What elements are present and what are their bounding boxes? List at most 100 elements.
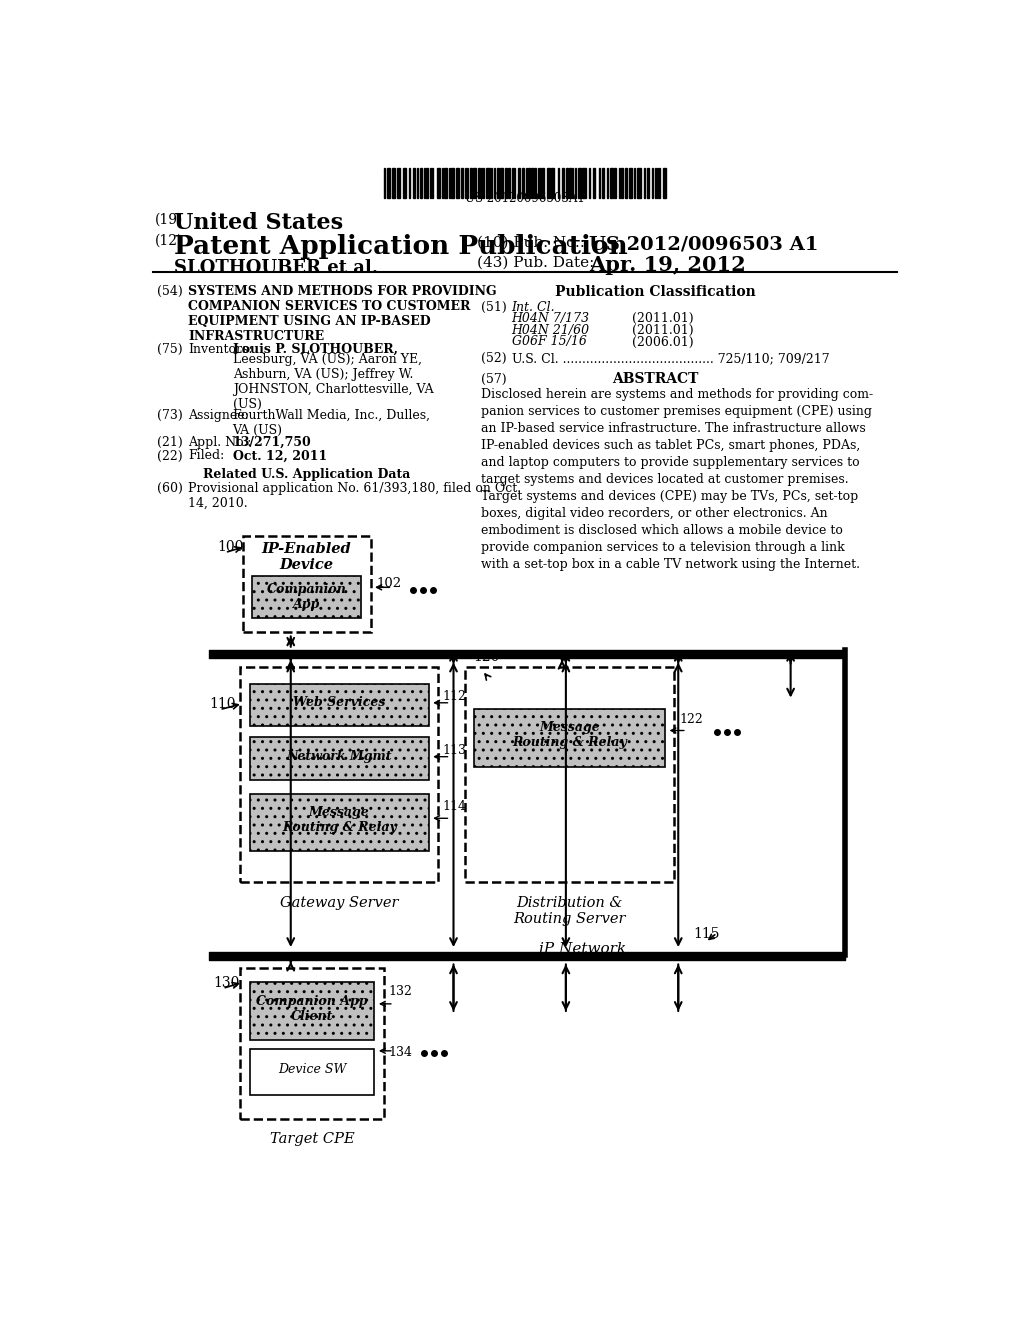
Text: 120: 120 [473, 649, 500, 664]
Text: (2011.01): (2011.01) [632, 323, 693, 337]
Bar [613, 168, 615, 198]
Bar [574, 168, 575, 198]
Bar [417, 168, 418, 198]
Text: 132: 132 [388, 985, 413, 998]
Bar [409, 168, 410, 198]
Bar [607, 168, 608, 198]
Text: 114: 114 [442, 800, 467, 813]
Bar [599, 168, 600, 198]
Bar [384, 168, 385, 198]
Bar [250, 1049, 375, 1096]
Bar [451, 168, 454, 198]
Bar [250, 738, 429, 780]
Bar [647, 168, 649, 198]
Text: Louis P. SLOTHOUBER,: Louis P. SLOTHOUBER, [232, 343, 397, 356]
Bar [551, 168, 554, 198]
Text: Leesburg, VA (US); Aaron YE,
Ashburn, VA (US); Jeffrey W.
JOHNSTON, Charlottesvi: Leesburg, VA (US); Aaron YE, Ashburn, VA… [232, 354, 433, 412]
Text: Oct. 12, 2011: Oct. 12, 2011 [232, 449, 327, 462]
Bar [625, 168, 627, 198]
Bar [473, 168, 475, 198]
Text: Companion
App: Companion App [266, 583, 346, 611]
Text: Publication Classification: Publication Classification [555, 285, 756, 300]
Bar [483, 168, 484, 198]
Bar [497, 168, 500, 198]
Text: Target CPE: Target CPE [269, 1133, 354, 1147]
Text: (75): (75) [158, 343, 183, 356]
Text: SLOTHOUBER et al.: SLOTHOUBER et al. [174, 259, 379, 276]
Text: Distribution &
Routing Server: Distribution & Routing Server [513, 896, 626, 927]
Text: G06F 15/16: G06F 15/16 [512, 335, 587, 348]
Bar [241, 969, 384, 1118]
Text: (57): (57) [480, 372, 506, 385]
Text: Int. Cl.: Int. Cl. [512, 301, 555, 314]
Bar [644, 168, 645, 198]
Text: 134: 134 [388, 1047, 413, 1059]
Text: iP Network: iP Network [539, 942, 626, 956]
Text: (43) Pub. Date:: (43) Pub. Date: [477, 256, 594, 269]
Text: U.S. Cl. ....................................... 725/110; 709/217: U.S. Cl. ...............................… [512, 352, 829, 366]
Text: US 2012/0096503 A1: US 2012/0096503 A1 [589, 235, 818, 253]
Bar [481, 168, 482, 198]
Text: (73): (73) [158, 409, 183, 421]
Bar [470, 168, 472, 198]
Text: 112: 112 [442, 689, 467, 702]
Text: H04N 7/173: H04N 7/173 [512, 313, 590, 326]
Text: Message
Routing & Relay: Message Routing & Relay [282, 807, 396, 834]
Text: (22): (22) [158, 449, 183, 462]
Text: 110: 110 [209, 697, 236, 711]
Text: SYSTEMS AND METHODS FOR PROVIDING
COMPANION SERVICES TO CUSTOMER
EQUIPMENT USING: SYSTEMS AND METHODS FOR PROVIDING COMPAN… [188, 285, 497, 343]
Bar [547, 168, 550, 198]
Bar [530, 168, 532, 198]
Bar [558, 168, 559, 198]
Bar [508, 168, 510, 198]
Text: (60): (60) [158, 482, 183, 495]
Bar [583, 168, 586, 198]
Bar [436, 168, 440, 198]
Bar [526, 168, 527, 198]
Bar [426, 168, 428, 198]
Text: Device SW: Device SW [278, 1063, 346, 1076]
Text: Apr. 19, 2012: Apr. 19, 2012 [589, 256, 745, 276]
Text: (2006.01): (2006.01) [632, 335, 693, 348]
Bar [505, 168, 507, 198]
Bar [465, 667, 675, 882]
Text: 100: 100 [217, 540, 244, 553]
Bar [243, 536, 371, 632]
Text: Disclosed herein are systems and methods for providing com-
panion services to c: Disclosed herein are systems and methods… [480, 388, 872, 570]
Bar [517, 168, 520, 198]
Text: (19): (19) [155, 213, 183, 226]
Text: (2011.01): (2011.01) [632, 313, 693, 326]
Text: (54): (54) [158, 285, 183, 298]
Bar [589, 168, 590, 198]
Bar [477, 168, 480, 198]
Text: (21): (21) [158, 436, 183, 449]
Text: Patent Application Publication: Patent Application Publication [174, 234, 629, 259]
Bar [501, 168, 503, 198]
Text: ABSTRACT: ABSTRACT [611, 372, 698, 387]
Bar [634, 168, 635, 198]
Text: 102: 102 [377, 577, 401, 590]
Text: 115: 115 [693, 927, 720, 941]
Text: (10) Pub. No.:: (10) Pub. No.: [477, 235, 585, 249]
Text: 122: 122 [679, 713, 702, 726]
Bar [474, 709, 665, 767]
Text: Gateway Server: Gateway Server [280, 896, 398, 909]
Text: (12): (12) [155, 234, 183, 248]
Text: FourthWall Media, Inc., Dulles,
VA (US): FourthWall Media, Inc., Dulles, VA (US) [232, 409, 430, 437]
Bar [444, 168, 447, 198]
Bar [250, 793, 429, 851]
Bar [462, 168, 463, 198]
Bar [657, 168, 658, 198]
Bar [664, 168, 666, 198]
Bar [610, 168, 612, 198]
Text: IP-Enabled
Device: IP-Enabled Device [262, 543, 351, 572]
Text: (51): (51) [480, 301, 507, 314]
Bar [250, 684, 429, 726]
Bar [534, 168, 536, 198]
Bar [413, 168, 415, 198]
Text: 130: 130 [213, 977, 240, 990]
Bar [579, 168, 582, 198]
Bar [465, 168, 466, 198]
Bar [562, 168, 564, 198]
Bar [659, 168, 660, 198]
